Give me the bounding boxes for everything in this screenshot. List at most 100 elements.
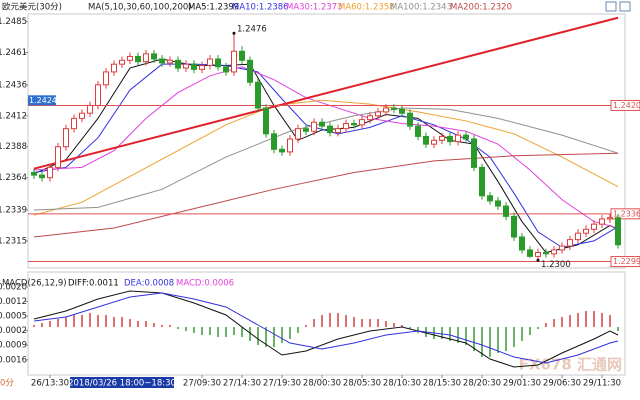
macd-bar	[281, 327, 283, 343]
x-tick-label: 29/11:30	[583, 379, 621, 389]
candle-body	[191, 63, 197, 70]
candle-body	[431, 139, 437, 145]
y-tick-label: 1.2388	[0, 142, 27, 152]
macd-bar	[561, 317, 563, 327]
legend-entry: MA30:1.2373	[286, 3, 343, 13]
macd-bar	[417, 327, 419, 333]
legend-entry: MA200:1.2320	[450, 3, 512, 13]
window-icon[interactable]	[619, 1, 631, 12]
macd-bar	[193, 327, 195, 333]
ma-line	[33, 66, 619, 229]
macd-bar	[257, 327, 259, 345]
candle-body	[327, 125, 333, 134]
candle-body	[359, 119, 365, 126]
candle-body	[287, 138, 293, 153]
candle-body	[255, 81, 261, 109]
macd-bar	[521, 327, 523, 341]
macd-bar	[209, 327, 211, 335]
macd-bar	[161, 325, 163, 327]
macd-bar	[305, 325, 307, 327]
candle-body	[407, 112, 413, 127]
x-tick-label: 27/09:30	[183, 379, 221, 389]
candle-body	[439, 135, 445, 141]
macd-bar	[41, 323, 43, 327]
macd-bar	[137, 321, 139, 327]
candle-body	[543, 252, 549, 255]
candle-body	[471, 138, 477, 168]
price-panel-frame	[27, 13, 626, 269]
candle-body	[207, 58, 213, 66]
macd-bar	[65, 317, 67, 327]
macd-bar	[297, 327, 299, 333]
y-tick-label: 1.2339	[0, 205, 27, 215]
x-tick-label: 28/05:30	[343, 379, 381, 389]
macd-bar	[97, 315, 99, 327]
macd-bar	[57, 319, 59, 327]
macd-bar	[473, 327, 475, 351]
cursor-price-label: 1.2424	[29, 96, 57, 105]
trend-line	[33, 16, 619, 170]
candle-body	[63, 128, 69, 148]
candle-body	[335, 128, 341, 134]
candle-body	[135, 55, 141, 63]
macd-bar	[465, 327, 467, 345]
macd-bar	[33, 325, 35, 327]
macd-bar	[609, 315, 611, 327]
x-tick-label: 28/20:30	[463, 379, 501, 389]
macd-bar	[185, 327, 187, 331]
candle-body	[143, 53, 149, 63]
macd-bar	[345, 315, 347, 327]
x-tick-label: 28/00:30	[303, 379, 341, 389]
legend-entry: MA60:1.2358	[338, 3, 395, 13]
macd-bar	[601, 313, 603, 327]
level-label: 1.2336	[613, 209, 640, 218]
y-tick-label: -0.0002	[0, 326, 27, 336]
candle-body	[479, 166, 485, 197]
macd-bar	[481, 327, 483, 357]
candle-body	[127, 55, 133, 61]
macd-bar	[361, 319, 363, 327]
macd-bar	[321, 315, 323, 327]
level-label-box	[610, 99, 640, 111]
macd-bar	[577, 313, 579, 327]
legend-entry: MACD:0.0006	[176, 279, 234, 289]
ma-line	[33, 152, 619, 238]
candle-body	[79, 112, 85, 119]
level-label-box	[610, 208, 640, 220]
candle-body	[103, 71, 109, 86]
macd-bar	[337, 313, 339, 327]
window-icon[interactable]	[605, 1, 617, 12]
watermark: FX678 汇通网	[519, 356, 622, 374]
macd-bar	[89, 313, 91, 327]
candle-body	[583, 228, 589, 234]
candle-body	[159, 58, 165, 64]
period-tab[interactable]: 0分	[0, 379, 14, 389]
candle-body	[231, 50, 237, 73]
candle-body	[279, 148, 285, 153]
candle-body	[607, 217, 613, 220]
macd-bar	[457, 327, 459, 343]
macd-bar	[449, 327, 451, 341]
macd-bar	[169, 325, 171, 327]
y-tick-label: 0.0020	[0, 283, 27, 293]
legend-entry: DIFF:0.0011	[68, 279, 119, 289]
macd-bar	[249, 327, 251, 341]
macd-bar	[513, 327, 515, 347]
candle-body	[223, 66, 229, 73]
y-tick-label: 1.2315	[0, 236, 27, 246]
x-tick-label: 27/19:30	[263, 379, 301, 389]
y-tick-label: 0.0012	[0, 297, 27, 307]
macd-bar	[145, 321, 147, 327]
macd-bar	[113, 317, 115, 327]
y-tick-label: -0.0009	[0, 341, 27, 351]
macd-bar	[401, 325, 403, 327]
macd-bar	[129, 319, 131, 327]
y-tick-label: 0.0005	[0, 312, 27, 322]
macd-bar	[241, 327, 243, 337]
candle-body	[567, 239, 573, 247]
macd-bar	[545, 323, 547, 327]
x-tick-label: 26/13:30	[31, 379, 69, 389]
macd-bar	[177, 327, 179, 329]
macd-bar	[441, 327, 443, 339]
macd-bar	[121, 317, 123, 327]
